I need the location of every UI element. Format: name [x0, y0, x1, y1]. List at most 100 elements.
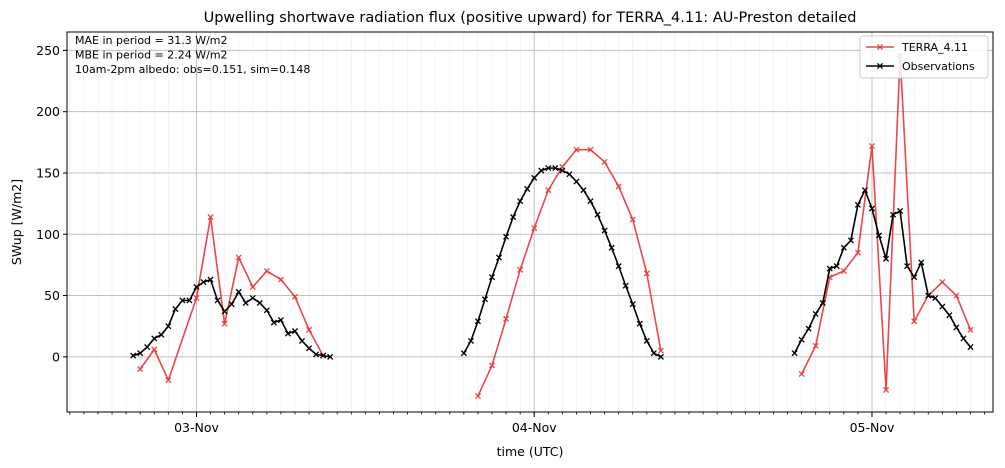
data-point	[953, 324, 960, 331]
series-layer	[130, 52, 974, 400]
data-point	[144, 343, 151, 351]
x-tick-label: 04-Nov	[512, 420, 557, 435]
data-point	[488, 274, 496, 281]
legend: TERRA_4.11 Observations	[859, 35, 989, 79]
data-point	[165, 323, 172, 330]
data-point	[573, 178, 580, 185]
data-point	[298, 337, 306, 344]
data-point	[861, 187, 868, 194]
data-point	[580, 187, 587, 194]
data-point	[911, 274, 918, 281]
data-point	[200, 279, 207, 286]
data-point	[967, 343, 974, 351]
annotation-mae: MAE in period = 31.3 W/m2	[75, 34, 228, 47]
stats-annotations: MAE in period = 31.3 W/m2 MBE in period …	[75, 34, 310, 76]
data-point	[875, 232, 883, 239]
series-observations	[130, 165, 974, 360]
data-point	[833, 263, 840, 270]
x-axis-label: time (UTC)	[497, 444, 564, 459]
y-axis-label: SWup [W/m2]	[9, 179, 24, 265]
data-point	[657, 347, 664, 354]
data-point	[925, 292, 932, 299]
data-point	[165, 377, 172, 384]
data-point	[622, 282, 629, 289]
data-point	[193, 294, 200, 302]
data-point	[897, 207, 904, 215]
data-point	[904, 263, 911, 270]
data-point	[172, 305, 179, 313]
data-point	[545, 187, 552, 194]
data-point	[953, 292, 960, 299]
data-point	[284, 330, 292, 337]
data-point	[305, 345, 313, 352]
data-point	[812, 310, 819, 317]
data-point	[531, 225, 538, 232]
y-tick-label: 250	[36, 43, 60, 58]
data-point	[868, 142, 876, 150]
data-point	[158, 331, 165, 338]
data-point	[193, 283, 200, 291]
data-point	[939, 303, 946, 310]
data-point	[657, 353, 664, 360]
data-point	[629, 216, 636, 223]
data-point	[791, 350, 798, 357]
data-point	[503, 233, 510, 240]
series-line	[477, 148, 662, 397]
data-point	[221, 320, 228, 327]
data-point	[890, 211, 897, 218]
data-point	[320, 352, 327, 359]
data-point	[228, 301, 235, 308]
data-point	[847, 237, 854, 244]
data-point	[130, 352, 137, 359]
chart-title: Upwelling shortwave radiation flux (posi…	[204, 10, 857, 26]
data-point	[277, 317, 284, 324]
data-point	[214, 297, 221, 304]
data-point	[242, 299, 249, 306]
plot-frame	[66, 31, 994, 413]
annotation-albedo: 10am-2pm albedo: obs=0.151, sim=0.148	[75, 63, 310, 76]
data-point	[840, 244, 847, 251]
data-point	[882, 255, 890, 262]
data-point	[263, 307, 270, 314]
data-point	[918, 259, 925, 266]
data-point	[531, 174, 538, 181]
data-point	[629, 301, 636, 308]
data-point	[559, 167, 566, 174]
data-point	[517, 198, 524, 205]
data-point	[249, 294, 256, 302]
y-tick-label: 100	[36, 227, 60, 242]
data-point	[488, 362, 496, 369]
data-point	[798, 336, 805, 343]
data-point	[460, 350, 467, 357]
y-tick-label: 200	[36, 104, 60, 119]
data-point	[524, 185, 531, 192]
data-point	[235, 254, 242, 261]
data-point	[327, 353, 334, 360]
data-point	[235, 288, 242, 295]
data-point	[798, 370, 805, 378]
x-tick-label: 03-Nov	[174, 420, 219, 435]
y-tick-label: 150	[36, 165, 60, 180]
data-point	[882, 386, 890, 393]
x-tick-label: 05-Nov	[850, 420, 895, 435]
data-point	[587, 198, 594, 205]
data-point	[826, 265, 833, 272]
data-point	[939, 279, 946, 286]
data-point	[960, 335, 967, 342]
data-point	[566, 171, 573, 178]
data-point	[643, 337, 650, 344]
data-point	[643, 270, 650, 277]
data-point	[636, 320, 643, 327]
data-point	[207, 276, 214, 283]
y-tick-label: 50	[44, 288, 60, 303]
data-point	[151, 346, 158, 353]
data-point	[819, 299, 826, 306]
data-point	[650, 350, 657, 357]
annotation-mbe: MBE in period = 2.24 W/m2	[75, 49, 228, 62]
data-point	[510, 214, 517, 221]
data-point	[474, 318, 481, 325]
data-point	[552, 165, 559, 172]
data-point	[932, 294, 939, 302]
legend-swatch-marker	[876, 62, 884, 70]
